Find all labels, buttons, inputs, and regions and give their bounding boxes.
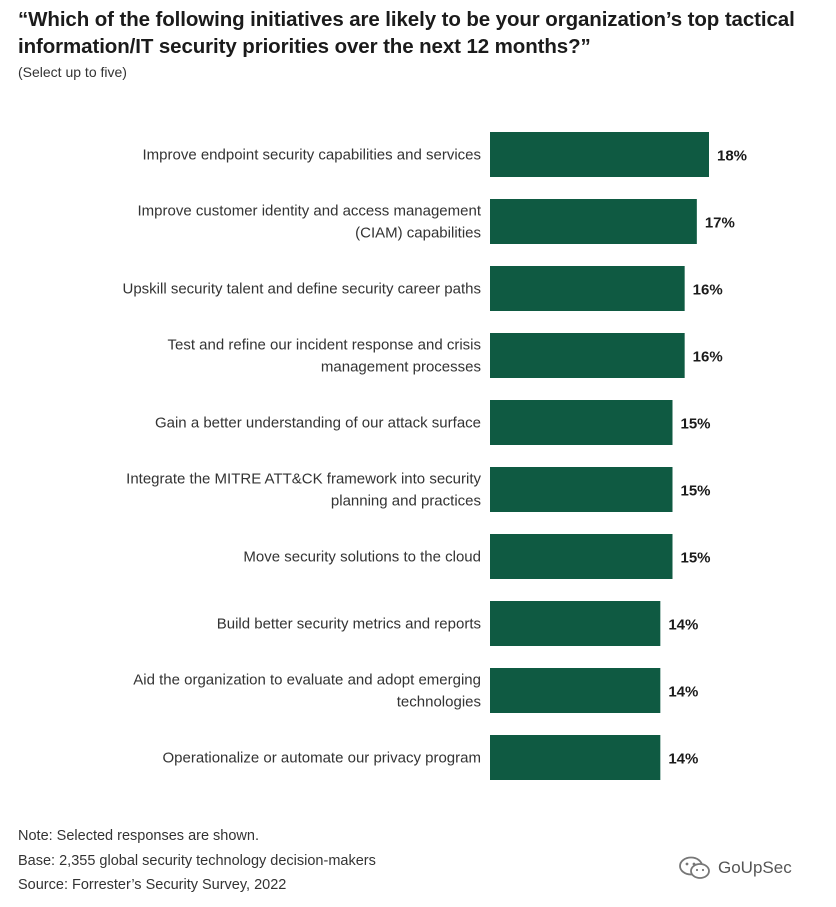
wechat-icon — [679, 856, 710, 879]
watermark-text: GoUpSec — [718, 858, 792, 877]
category-label-8: Build better security metrics and report… — [217, 616, 481, 633]
chart-subtitle: (Select up to five) — [18, 64, 127, 80]
value-label-6: 15% — [681, 483, 711, 500]
value-label-1: 18% — [717, 148, 747, 165]
category-label-9: Aid the organization to evaluate and ado… — [133, 672, 481, 711]
category-label-1: Improve endpoint security capabilities a… — [142, 147, 481, 164]
watermark: GoUpSec — [678, 856, 792, 880]
value-label-7: 15% — [681, 550, 711, 567]
category-label-6: Integrate the MITRE ATT&CK framework int… — [126, 471, 481, 510]
category-label-3: Upskill security talent and define secur… — [122, 281, 481, 298]
value-label-2: 17% — [705, 215, 735, 232]
value-label-9: 14% — [668, 684, 698, 701]
chart-notes: Note: Selected responses are shown. Base… — [18, 824, 376, 898]
bar-7 — [490, 534, 673, 579]
value-label-4: 16% — [693, 349, 723, 366]
value-label-3: 16% — [693, 282, 723, 299]
category-label-5: Gain a better understanding of our attac… — [155, 415, 481, 432]
bar-chart: 18% Improve endpoint security capabilitie… — [122, 132, 747, 780]
value-label-10: 14% — [668, 751, 698, 768]
source-text: Source: Forrester’s Security Survey, 202… — [18, 877, 287, 893]
category-label-2: Improve customer identity and access man… — [138, 203, 482, 242]
value-label-5: 15% — [681, 416, 711, 433]
bar-5 — [490, 400, 673, 445]
bar-3 — [490, 266, 685, 311]
bar-8 — [490, 601, 661, 646]
chart-title: “Which of the following initiatives are … — [18, 8, 795, 58]
bar-6 — [490, 467, 673, 512]
base-text: Base: 2,355 global security technology d… — [18, 852, 376, 869]
bar-1 — [490, 132, 709, 177]
bar-4 — [490, 333, 685, 378]
value-label-8: 14% — [668, 617, 698, 634]
category-label-10: Operationalize or automate our privacy p… — [163, 750, 482, 767]
bar-10 — [490, 735, 661, 780]
category-label-4: Test and refine our incident response an… — [167, 337, 481, 376]
bar-9 — [490, 668, 661, 713]
category-label-7: Move security solutions to the cloud — [243, 549, 481, 566]
note-text: Note: Selected responses are shown. — [18, 828, 259, 844]
bar-2 — [490, 199, 697, 244]
